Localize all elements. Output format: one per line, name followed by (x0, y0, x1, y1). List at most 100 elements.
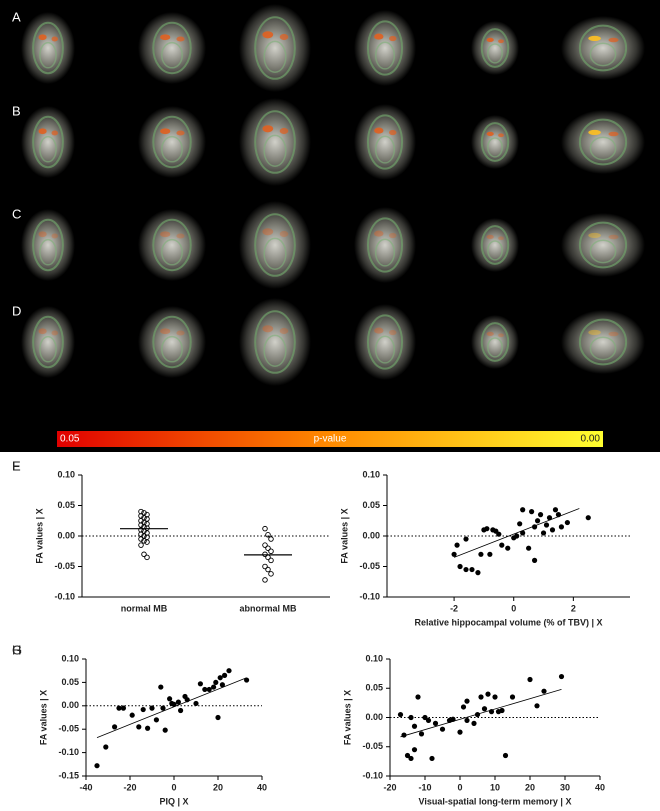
x-tick-label: 30 (560, 782, 570, 792)
x-tick-label: 20 (213, 782, 223, 792)
significant-voxels (51, 330, 58, 336)
data-point (141, 551, 147, 558)
colorbar-min-label: 0.05 (60, 434, 80, 445)
data-point (197, 681, 203, 687)
data-point (450, 716, 456, 722)
data-point (226, 668, 232, 674)
tract (487, 337, 503, 358)
data-point (404, 752, 411, 759)
y-axis-label: FA values | X (38, 690, 48, 745)
tract (480, 225, 510, 265)
y-tick-label: 0.10 (57, 469, 75, 479)
data-point (206, 686, 212, 693)
tract (480, 122, 510, 162)
data-point (457, 563, 463, 570)
significant-voxels (262, 228, 274, 236)
tract (487, 240, 503, 261)
tract (589, 239, 617, 264)
data-point (178, 707, 184, 714)
y-axis-label: FA values | X (339, 508, 349, 563)
significant-voxels (279, 230, 289, 238)
data-point (268, 557, 274, 564)
data-point (451, 551, 457, 557)
brain-panel-background (0, 0, 660, 452)
significant-voxels (588, 329, 601, 335)
brain-slice (354, 207, 416, 283)
x-tick-label: -10 (418, 782, 431, 792)
significant-voxels (389, 129, 397, 136)
significant-voxels (588, 232, 601, 238)
data-point (432, 720, 439, 726)
x-tick-label: -2 (450, 603, 458, 613)
data-point (411, 723, 418, 729)
brain-slice (471, 21, 519, 75)
tract (487, 43, 503, 64)
x-tick-label: 40 (257, 782, 267, 792)
significant-voxels (160, 34, 171, 41)
brain-slice (239, 201, 311, 289)
x-tick-label: -40 (79, 782, 92, 792)
brain-slice (354, 104, 416, 180)
data-point (537, 512, 544, 518)
data-point (217, 675, 223, 681)
significant-voxels (160, 231, 171, 238)
data-point (514, 533, 520, 539)
significant-voxels (374, 33, 384, 40)
tract (39, 135, 57, 163)
significant-voxels (608, 131, 619, 137)
tract (578, 118, 628, 166)
data-point (418, 731, 425, 737)
tract (366, 114, 404, 170)
data-point (262, 542, 268, 548)
data-point (564, 519, 570, 526)
tract (263, 237, 287, 270)
data-point (487, 551, 493, 557)
tract (589, 136, 617, 161)
data-point (543, 522, 550, 528)
brain-slice (354, 10, 416, 86)
data-point (120, 705, 126, 711)
brain-slice (138, 306, 206, 378)
significant-voxels (486, 331, 494, 337)
brain-slice (561, 213, 645, 277)
data-point (265, 566, 271, 573)
significant-voxels (279, 127, 289, 135)
tract (39, 238, 57, 266)
panel-label: F (12, 458, 20, 473)
row-label: B (12, 103, 21, 118)
tract (263, 134, 287, 167)
colorbar-title: p-value (314, 434, 347, 445)
x-tick-label: 2 (571, 603, 576, 613)
y-tick-label: 0.00 (365, 712, 383, 722)
row-label: D (12, 303, 21, 318)
y-axis-label: FA values | X (34, 508, 44, 563)
data-point (520, 507, 526, 513)
data-point (526, 545, 532, 551)
data-point (144, 539, 150, 545)
tract (374, 335, 396, 364)
y-tick-label: 0.10 (362, 469, 380, 479)
brain-slice (239, 4, 311, 92)
data-point (502, 752, 509, 759)
data-point (268, 536, 274, 542)
brain-slice (561, 310, 645, 374)
brain-slice (138, 209, 206, 281)
tract (263, 334, 287, 367)
data-point (499, 542, 505, 548)
significant-voxels (486, 234, 494, 240)
significant-voxels (498, 236, 504, 241)
data-point (552, 507, 559, 513)
data-point (509, 694, 516, 700)
tract (366, 314, 404, 370)
significant-voxels (160, 128, 171, 135)
data-point (268, 571, 274, 577)
data-point (211, 684, 217, 690)
data-point (244, 677, 250, 683)
data-point (162, 727, 168, 733)
data-point (222, 672, 228, 678)
row-label: C (12, 206, 21, 221)
tract (578, 221, 628, 269)
panel-label: E (12, 458, 21, 473)
y-tick-label: 0.00 (61, 700, 79, 710)
x-tick-label: 20 (525, 782, 535, 792)
